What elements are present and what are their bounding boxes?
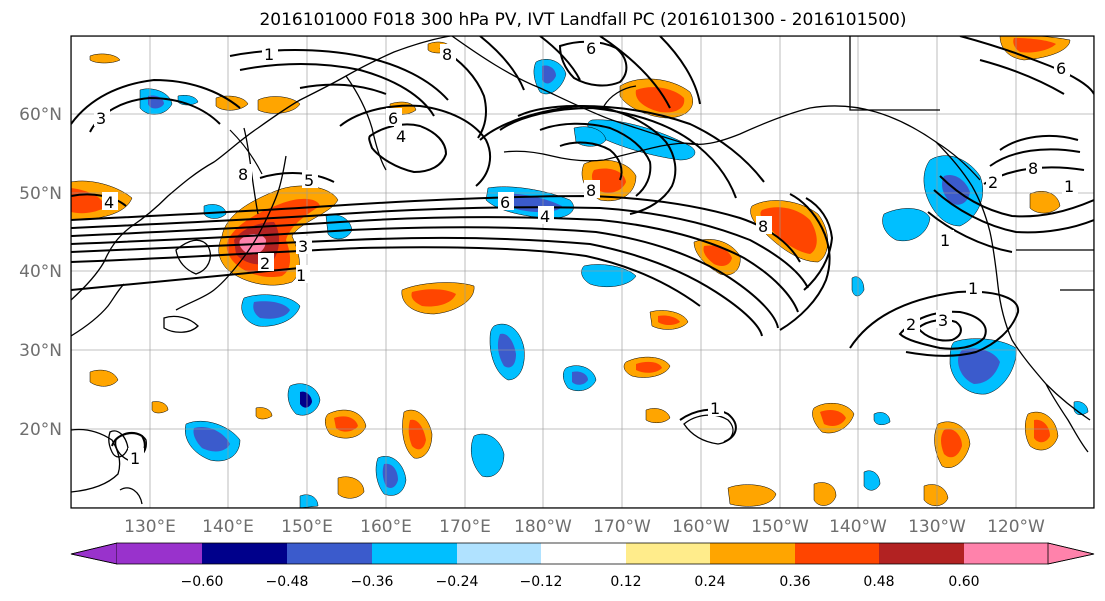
colorbar-tick: −0.36	[351, 574, 394, 590]
colorbar-tick: −0.48	[266, 574, 309, 590]
contour-label: 3	[298, 237, 308, 256]
contour-label-group: 2 1 3 5 4 3 8 1 4 6 8 6 4 6	[94, 38, 1078, 468]
colorbar: −0.60 −0.48 −0.36 −0.24 −0.12 0.12 0.24 …	[70, 542, 1095, 590]
lon-label: 170°E	[439, 517, 491, 537]
colorbar-tick: 0.60	[948, 574, 979, 590]
baja	[1045, 383, 1089, 453]
colorbar-segment	[879, 543, 964, 564]
lon-label: 160°E	[360, 517, 412, 537]
lon-label: 150°E	[281, 517, 333, 537]
colorbar-segment	[541, 543, 626, 564]
colorbar-tick: 0.36	[779, 574, 810, 590]
lat-label: 30°N	[19, 341, 62, 361]
contour-label: 4	[540, 207, 550, 226]
colorbar-segment	[710, 543, 795, 564]
contour-label: 3	[96, 109, 106, 128]
contour-label: 4	[396, 127, 406, 146]
contour-label: 6	[500, 193, 510, 212]
contour-label: 6	[1056, 59, 1066, 78]
contour-label: 1	[968, 279, 978, 298]
contour-label: 8	[758, 217, 768, 236]
colorbar-segment	[626, 543, 710, 564]
colorbar-tick: 0.24	[694, 574, 725, 590]
contour-label: 2	[988, 173, 998, 192]
contour-label: 8	[586, 181, 596, 200]
lon-label: 130°W	[908, 517, 966, 537]
hawaii	[683, 414, 734, 445]
contour-label: 2	[260, 254, 270, 273]
contour-label: 1	[940, 231, 950, 250]
colorbar-segment	[372, 543, 457, 564]
map-area: 2 1 3 5 4 3 8 1 4 6 8 6 4 6	[71, 36, 1094, 508]
taiwan	[108, 430, 129, 458]
colorbar-extend-left	[70, 542, 118, 565]
aleutians	[503, 142, 699, 162]
colorbar-segment	[795, 543, 879, 564]
contour-label: 3	[938, 311, 948, 330]
lat-label: 20°N	[19, 420, 62, 440]
pv-contours	[71, 36, 1094, 461]
lon-label: 140°W	[829, 517, 887, 537]
lon-label: 180°W	[514, 517, 572, 537]
japan	[175, 155, 287, 311]
lon-label: 130°E	[124, 517, 176, 537]
alaska-north	[451, 36, 981, 181]
contour-label: 8	[1028, 159, 1038, 178]
korea	[175, 239, 211, 275]
colorbar-extend-right	[1047, 542, 1095, 565]
colorbar-tick: −0.12	[520, 574, 563, 590]
contour-label: 8	[442, 45, 452, 64]
colorbar-tick: 0.12	[610, 574, 641, 590]
map-title: 2016101000 F018 300 hPa PV, IVT Landfall…	[259, 10, 906, 30]
colorbar-segment	[287, 543, 372, 564]
contour-label: 6	[388, 109, 398, 128]
lon-label: 160°W	[672, 517, 730, 537]
contour-label: 5	[304, 171, 314, 190]
lon-label: 170°W	[593, 517, 651, 537]
latitude-labels: 60°N 50°N 40°N 30°N 20°N	[19, 105, 62, 440]
colorbar-segment	[117, 543, 202, 564]
contour-label: 2	[906, 315, 916, 334]
colorbar-segment	[202, 543, 287, 564]
colorbar-segment	[457, 543, 541, 564]
lon-label: 120°W	[987, 517, 1045, 537]
contour-label: 8	[238, 165, 248, 184]
contour-label: 1	[296, 266, 306, 285]
luzon	[119, 487, 143, 505]
colorbar-tick: −0.60	[181, 574, 224, 590]
colorbar-tick: −0.24	[436, 574, 479, 590]
colorbar-tick: 0.48	[863, 574, 894, 590]
ivt-shading	[71, 36, 1089, 508]
lon-label: 140°E	[202, 517, 254, 537]
lat-label: 60°N	[19, 105, 62, 125]
contour-label: 1	[1064, 177, 1074, 196]
longitude-labels: 130°E 140°E 150°E 160°E 170°E 180°W 170°…	[124, 517, 1045, 537]
contour-label: 1	[264, 45, 274, 64]
kamchatka	[345, 75, 387, 171]
china-south	[71, 428, 121, 493]
contour-label: 1	[710, 399, 720, 418]
lat-label: 50°N	[19, 184, 62, 204]
contour-label: 6	[586, 39, 596, 58]
colorbar-segment	[964, 543, 1048, 564]
lon-label: 150°W	[751, 517, 809, 537]
contour-label: 1	[130, 449, 140, 468]
lat-label: 40°N	[19, 262, 62, 282]
contour-label: 4	[104, 193, 114, 212]
